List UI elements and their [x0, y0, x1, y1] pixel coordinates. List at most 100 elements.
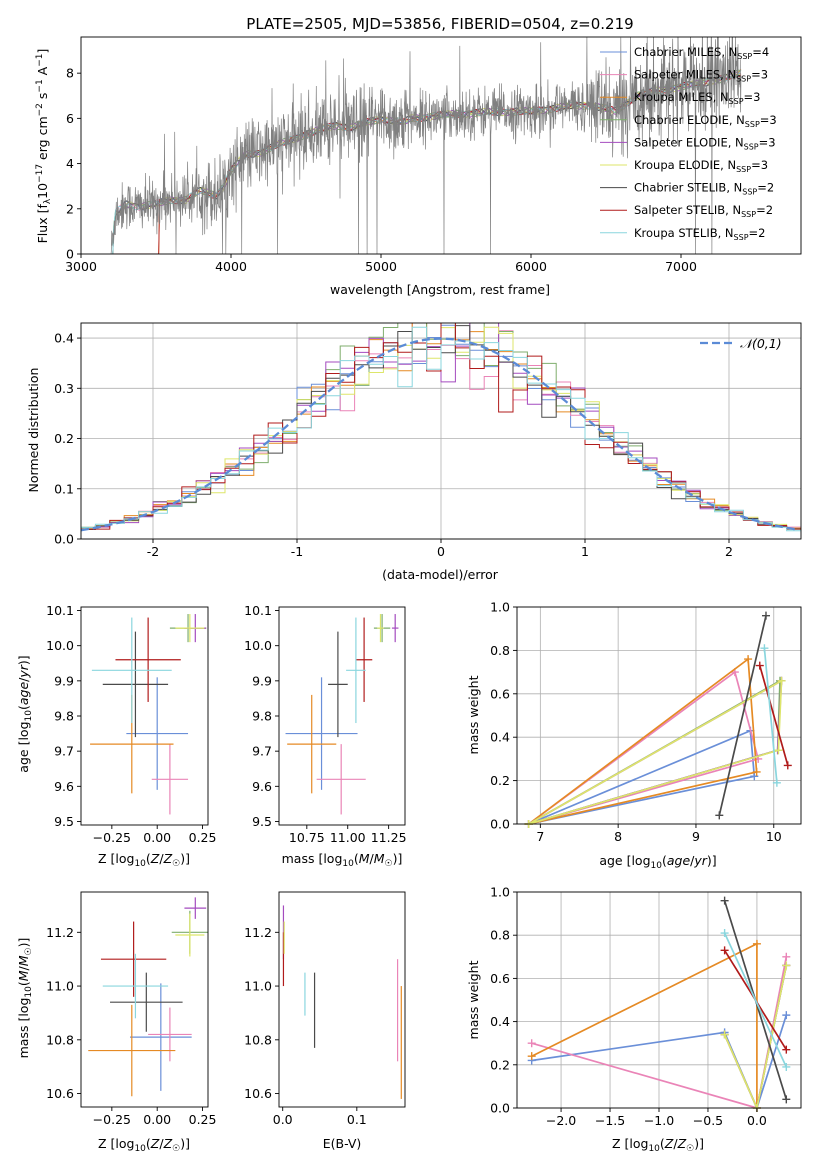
weight-point-marker [782, 952, 791, 961]
x-tick-label: 8 [614, 829, 622, 844]
y-tick-label: 9.5 [252, 814, 272, 829]
weight-series-line [528, 657, 758, 825]
spectrum-plot-area: 3000 4000 5000 6000 7000 0 2 4 6 8 [65, 36, 802, 274]
x-tick-label: 9 [692, 829, 700, 844]
x-tick-label: 0 [437, 544, 445, 559]
observed-spectrum-line [110, 37, 742, 254]
mass-vs-z-ylabel: mass [log10(M/M☉)] [16, 938, 34, 1059]
y-tick-label: 1.0 [490, 600, 510, 615]
x-tick-label: −0.25 [93, 1112, 131, 1127]
spectrum-ylabel: Flux [fλ10−17 erg cm−2 s−1 A−1] [35, 49, 53, 244]
spectrum-lines [110, 37, 742, 254]
y-tick-label: 9.9 [54, 673, 74, 688]
legend-label: Chabrier MILES, NSSP=4 [634, 45, 769, 61]
weight-point-marker [720, 946, 729, 955]
histograms [81, 323, 801, 533]
legend-label: 𝒩(0,1) [740, 336, 782, 351]
y-tick-label: 9.8 [54, 709, 74, 724]
x-tick-label: 7 [536, 829, 544, 844]
legend-label: Salpeter ELODIE, NSSP=3 [634, 135, 776, 151]
weight-vs-age-plot-area: 7 8 9 10 0.0 0.2 0.4 0.6 0.8 1.0 [490, 600, 802, 844]
weight-vs-age-xlabel: age [log10(age/yr)] [599, 853, 716, 871]
spectrum-xlabel: wavelength [Angstrom, rest frame] [330, 282, 550, 297]
weight-series-line [723, 932, 788, 1068]
x-tick-label: 0.1 [347, 1112, 367, 1127]
y-tick-label: 1.0 [490, 885, 510, 900]
weight-point-marker [782, 1011, 791, 1020]
y-tick-label: 10.0 [244, 638, 272, 653]
y-tick-label: 0.8 [490, 643, 510, 658]
weight-point-marker [782, 961, 791, 970]
y-tick-label: 0.4 [490, 730, 510, 745]
y-tick-label: 10.6 [244, 1086, 272, 1101]
weight-vs-z-panel: −2.0 −1.5 −1.0 −0.5 0.0 0.0 0.2 0.4 0.6 0.8 1.0 Z … [466, 885, 802, 1154]
weight-series-line [763, 648, 778, 783]
y-tick-label: 10.8 [244, 1032, 272, 1047]
mass-vs-ebv-panel: 0.0 0.1 10.6 10.8 11.0 11.2 E(B-V) [244, 891, 406, 1151]
age-vs-z-panel: −0.25 0.00 0.25 9.5 9.6 9.7 9.8 9.9 10.0 10.1 Z [… [16, 603, 216, 869]
y-tick-label: 0.0 [54, 532, 74, 547]
x-tick-label: -1 [291, 544, 303, 559]
y-tick-label: 9.6 [252, 779, 272, 794]
y-tick-label: 10.1 [244, 603, 272, 618]
weight-point-marker [777, 676, 786, 685]
normal-curve [81, 337, 799, 532]
y-tick-label: 0.8 [490, 928, 510, 943]
weight-series-line [723, 965, 788, 1111]
weight-vs-z-ylabel: mass weight [466, 960, 481, 1039]
residuals-xlabel: (data-model)/error [382, 567, 499, 582]
legend-label: Chabrier ELODIE, NSSP=3 [634, 113, 777, 129]
axes-frame [80, 36, 802, 255]
x-tick-label: 0.00 [143, 830, 171, 845]
y-tick-label: 9.5 [54, 814, 74, 829]
y-tick-label: 0.6 [490, 686, 510, 701]
y-tick-label: 11.0 [244, 979, 272, 994]
residuals-plot-area: -2 -1 0 1 2 0.0 0.1 0.2 0.3 0.4 𝒩(0,1) [54, 322, 802, 559]
y-tick-label: 10.6 [46, 1086, 74, 1101]
weight-point-marker [720, 1030, 729, 1039]
x-tick-label: 0.25 [189, 830, 217, 845]
weight-point-marker [527, 1052, 536, 1061]
x-tick-label: 11.25 [371, 830, 407, 845]
x-tick-label: 6000 [515, 259, 547, 274]
axes-frame [80, 891, 209, 1108]
weight-point-marker [752, 939, 761, 948]
y-tick-label: 4 [66, 156, 74, 171]
y-tick-label: 0.2 [490, 1057, 510, 1072]
y-tick-label: 10.8 [46, 1032, 74, 1047]
x-tick-label: 0.25 [189, 1112, 217, 1127]
y-tick-label: 0.4 [490, 1014, 510, 1029]
spectrum-legend: Chabrier MILES, NSSP=4 Salpeter MILES, NS… [600, 45, 777, 242]
x-tick-label: 3000 [65, 259, 97, 274]
x-tick-label: −1.5 [595, 1113, 625, 1128]
x-tick-label: -2 [147, 544, 159, 559]
legend-label: Kroupa STELIB, NSSP=2 [634, 226, 765, 242]
y-tick-label: 0.4 [54, 331, 74, 346]
x-tick-label: 11.00 [330, 830, 366, 845]
weight-series-line [528, 729, 756, 825]
y-tick-label: 10.0 [46, 638, 74, 653]
y-tick-label: 9.7 [54, 744, 74, 759]
y-tick-label: 0.1 [54, 481, 74, 496]
y-tick-label: 0.2 [490, 773, 510, 788]
weight-vs-z-xlabel: Z [log10(Z/Z☉)] [612, 1136, 704, 1154]
weight-series-line [531, 942, 758, 1108]
y-tick-label: 0.0 [490, 817, 510, 832]
x-tick-label: 2 [725, 544, 733, 559]
weight-point-marker [750, 772, 759, 781]
legend-label: Kroupa MILES, NSSP=3 [634, 90, 760, 106]
y-tick-label: 0.3 [54, 381, 74, 396]
weight-point-marker [772, 778, 781, 787]
legend-label: Salpeter MILES, NSSP=3 [634, 68, 768, 84]
y-tick-label: 10.1 [46, 603, 74, 618]
weight-point-marker [720, 929, 729, 938]
weight-point-marker [755, 661, 764, 670]
age-vs-mass-panel: 10.75 11.00 11.25 9.5 9.6 9.7 9.8 9.9 10.0 10.1 m… [244, 603, 406, 869]
y-tick-label: 2 [66, 201, 74, 216]
weight-point-marker [782, 1062, 791, 1071]
chart-title: PLATE=2505, MJD=53856, FIBERID=0504, z=0… [246, 15, 633, 33]
y-tick-label: 8 [66, 66, 74, 81]
weight-series-line [718, 615, 767, 816]
weight-point-marker [720, 896, 729, 905]
